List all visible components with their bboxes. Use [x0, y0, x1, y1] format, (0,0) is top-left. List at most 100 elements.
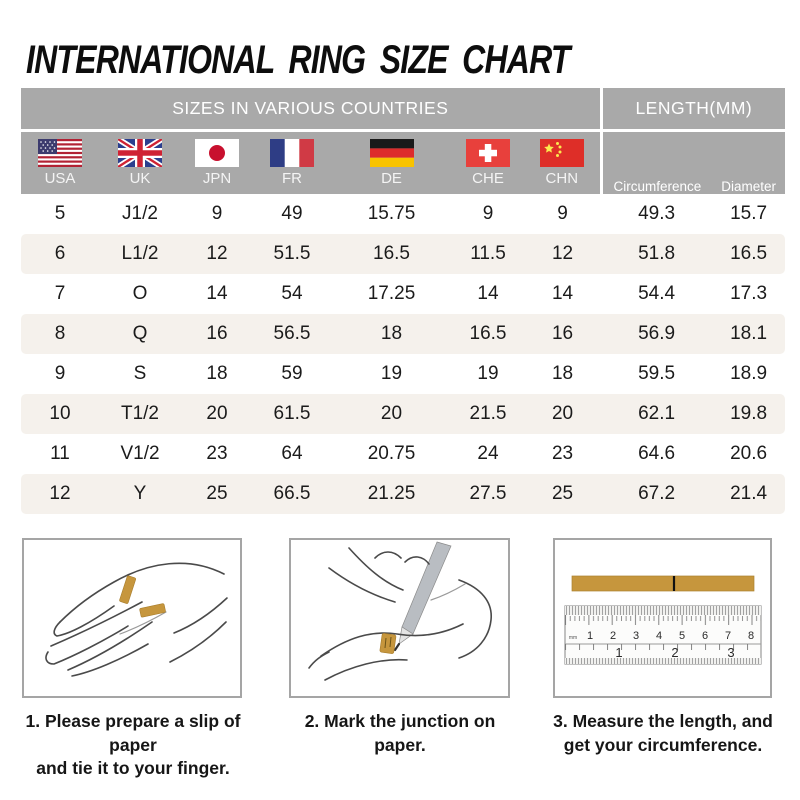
cell: T1/2 — [99, 394, 181, 434]
country-label: UK — [129, 170, 151, 187]
cell: 5 — [21, 194, 99, 234]
svg-text:1: 1 — [587, 630, 593, 642]
cell: 9 — [181, 194, 253, 234]
column-header-row: USA UK — [21, 130, 786, 194]
cell: 16 — [181, 314, 253, 354]
table-row: 7 O 14 54 17.25 14 14 54.4 17.3 — [21, 274, 786, 314]
group-header-row: SIZES IN VARIOUS COUNTRIES LENGTH(MM) — [21, 88, 786, 132]
table-row: 11 V1/2 23 64 20.75 24 23 64.6 20.6 — [21, 434, 786, 474]
cell: 23 — [524, 434, 602, 474]
svg-text:mm: mm — [569, 635, 577, 641]
cell: 56.5 — [253, 314, 331, 354]
instruction-caption-3: 3. Measure the length, and get your circ… — [543, 710, 783, 757]
cell: 18.1 — [712, 314, 786, 354]
cell: 51.5 — [253, 234, 331, 274]
cell: V1/2 — [99, 434, 181, 474]
cell: 16.5 — [331, 234, 452, 274]
cell: 19 — [452, 354, 524, 394]
hand-with-paper-illustration — [45, 562, 228, 677]
cell: 20.6 — [712, 434, 786, 474]
cell: 9 — [452, 194, 524, 234]
cell: 18 — [331, 314, 452, 354]
column-header-de: DE — [331, 130, 452, 194]
cell: 56.9 — [601, 314, 713, 354]
svg-text:1: 1 — [615, 645, 622, 660]
cell: 21.4 — [712, 474, 786, 514]
cell: 64.6 — [601, 434, 713, 474]
cell: 61.5 — [253, 394, 331, 434]
table-row: 9 S 18 59 19 19 18 59.5 18.9 — [21, 354, 786, 394]
cell: 14 — [524, 274, 602, 314]
flag-de-icon — [369, 139, 414, 167]
cell: 20 — [181, 394, 253, 434]
table-row: 10 T1/2 20 61.5 20 21.5 20 62.1 19.8 — [21, 394, 786, 434]
cell: 15.7 — [712, 194, 786, 234]
country-label: CHE — [472, 170, 504, 187]
flag-che-icon — [466, 139, 510, 167]
caption-line: 3. Measure the length, and — [553, 711, 773, 731]
length-group-header: LENGTH(MM) — [599, 88, 786, 132]
table-row: 5 J1/2 9 49 15.75 9 9 49.3 15.7 — [21, 194, 786, 234]
mark-junction-illustration — [308, 541, 492, 681]
cell: 25 — [524, 474, 602, 514]
column-header-che: CHE — [452, 130, 524, 194]
cell: 51.8 — [601, 234, 713, 274]
svg-text:5: 5 — [679, 630, 685, 642]
cell: 11 — [21, 434, 99, 474]
cell: 66.5 — [253, 474, 331, 514]
ring-size-table: SIZES IN VARIOUS COUNTRIES LENGTH(MM) — [21, 88, 786, 514]
cell: 16 — [524, 314, 602, 354]
flag-uk-icon — [118, 139, 162, 167]
ruler: mm 1 2 3 4 5 6 7 8 1 2 3 — [564, 605, 762, 665]
instruction-panel-2 — [289, 538, 510, 698]
cell: 24 — [452, 434, 524, 474]
cell: 9 — [524, 194, 602, 234]
table-row: 8 Q 16 56.5 18 16.5 16 56.9 18.1 — [21, 314, 786, 354]
svg-text:2: 2 — [671, 645, 678, 660]
cell: 25 — [181, 474, 253, 514]
caption-line: 1. Please prepare a slip of paper — [25, 711, 241, 755]
cell: 19 — [331, 354, 452, 394]
cell: 49.3 — [601, 194, 713, 234]
cell: 64 — [253, 434, 331, 474]
cell: 9 — [21, 354, 99, 394]
svg-text:6: 6 — [702, 630, 708, 642]
flag-fr-icon — [270, 139, 314, 167]
cell: O — [99, 274, 181, 314]
cell: 18.9 — [712, 354, 786, 394]
cell: 20.75 — [331, 434, 452, 474]
cell: S — [99, 354, 181, 394]
cell: 59.5 — [601, 354, 713, 394]
cell: 54.4 — [601, 274, 713, 314]
instruction-caption-1: 1. Please prepare a slip of paper and ti… — [5, 710, 261, 781]
svg-text:3: 3 — [633, 630, 639, 642]
cell: 8 — [21, 314, 99, 354]
cell: 27.5 — [452, 474, 524, 514]
cell: 7 — [21, 274, 99, 314]
table-row: 6 L1/2 12 51.5 16.5 11.5 12 51.8 16.5 — [21, 234, 786, 274]
cell: 16.5 — [712, 234, 786, 274]
svg-text:8: 8 — [748, 630, 754, 642]
cell: 17.25 — [331, 274, 452, 314]
cell: 17.3 — [712, 274, 786, 314]
cell: 12 — [524, 234, 602, 274]
cell: 19.8 — [712, 394, 786, 434]
cell: 10 — [21, 394, 99, 434]
column-header-usa: USA — [21, 130, 99, 194]
flag-chn-icon — [539, 139, 584, 167]
caption-line: get your circumference. — [563, 734, 763, 755]
cell: 54 — [253, 274, 331, 314]
flag-jpn-icon — [195, 139, 239, 167]
caption-line: and tie it to your finger. — [36, 758, 230, 779]
svg-text:3: 3 — [727, 645, 734, 660]
ruler-illustration: mm 1 2 3 4 5 6 7 8 1 2 3 — [564, 575, 762, 665]
cell: 11.5 — [452, 234, 524, 274]
cell: 20 — [524, 394, 602, 434]
column-header-uk: UK — [99, 130, 181, 194]
cell: 62.1 — [601, 394, 713, 434]
cell: 20 — [331, 394, 452, 434]
cell: Q — [99, 314, 181, 354]
svg-text:2: 2 — [610, 630, 616, 642]
cell: 15.75 — [331, 194, 452, 234]
cell: 49 — [253, 194, 331, 234]
